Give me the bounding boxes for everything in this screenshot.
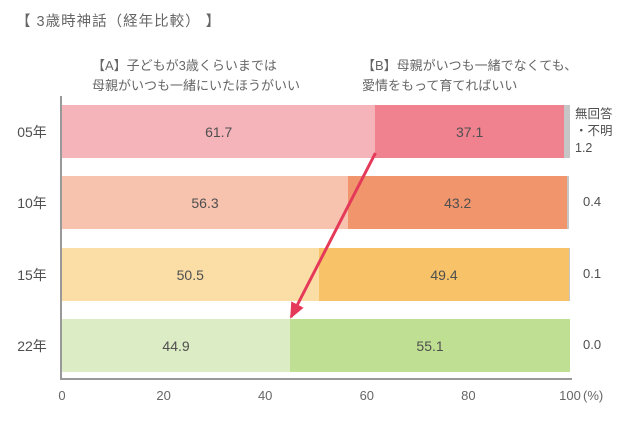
bar-segment-b: 37.1: [375, 105, 564, 158]
bar-segment-no-answer: [567, 176, 570, 229]
bar-value: 44.9: [162, 337, 190, 354]
bar-value: 37.1: [456, 123, 484, 140]
no-answer-value: 0.1: [583, 266, 602, 282]
bar-value: 56.3: [191, 194, 219, 211]
x-tick-label: 20: [156, 388, 171, 403]
x-tick-label: 60: [359, 388, 375, 403]
bar-value: 50.5: [176, 266, 204, 283]
series-a-header: 【A】子どもが3歳くらいまでは 母親がいつも一緒にいたほうがいい: [92, 56, 300, 96]
bar-segment-b: 49.4: [318, 248, 570, 301]
category-label: 15年: [17, 266, 47, 283]
x-tick-label: 80: [461, 388, 476, 403]
bar-segment-no-answer: [569, 248, 570, 301]
series-a-header-line2: 母親がいつも一緒にいたほうがいい: [92, 78, 301, 94]
bar-segment-a: 56.3: [62, 176, 348, 229]
bar-value: 55.1: [416, 337, 444, 354]
category-label: 22年: [17, 337, 47, 354]
category-label: 10年: [17, 194, 47, 211]
chart-title: 【 3歳時神話（経年比較） 】: [16, 14, 222, 30]
no-answer-value: 0.0: [583, 337, 602, 353]
x-tick-label: 100: [559, 388, 581, 403]
bar-segment-a: 61.7: [62, 105, 376, 158]
x-tick-label: 40: [257, 388, 273, 403]
series-a-header-line1: 【A】子どもが3歳くらいまでは: [92, 58, 277, 73]
no-answer-value: 0.4: [583, 194, 602, 210]
x-tick-label: 0: [58, 388, 66, 403]
bar-segment-no-answer: [563, 105, 570, 158]
bar-segment-a: 44.9: [62, 319, 291, 372]
series-b-header-line2: 愛情をもって育てればいい: [362, 78, 518, 94]
x-axis-line: [60, 378, 572, 380]
bar-segment-b: 55.1: [290, 319, 570, 372]
bar-value: 49.4: [430, 266, 458, 283]
no-answer-label: 無回答 ・不明 1.2: [575, 107, 613, 155]
bar-value: 61.7: [205, 123, 233, 140]
bar-segment-a: 50.5: [62, 248, 319, 301]
y-axis-line: [60, 96, 62, 380]
x-axis-unit: (%): [583, 388, 604, 403]
series-b-header-line1: 【B】母親がいつも一緒でなくても、: [362, 58, 578, 73]
series-b-header: 【B】母親がいつも一緒でなくても、 愛情をもって育てればいい: [362, 56, 577, 96]
bar-segment-b: 43.2: [348, 176, 568, 229]
bar-value: 43.2: [444, 194, 472, 211]
category-label: 05年: [17, 123, 47, 140]
